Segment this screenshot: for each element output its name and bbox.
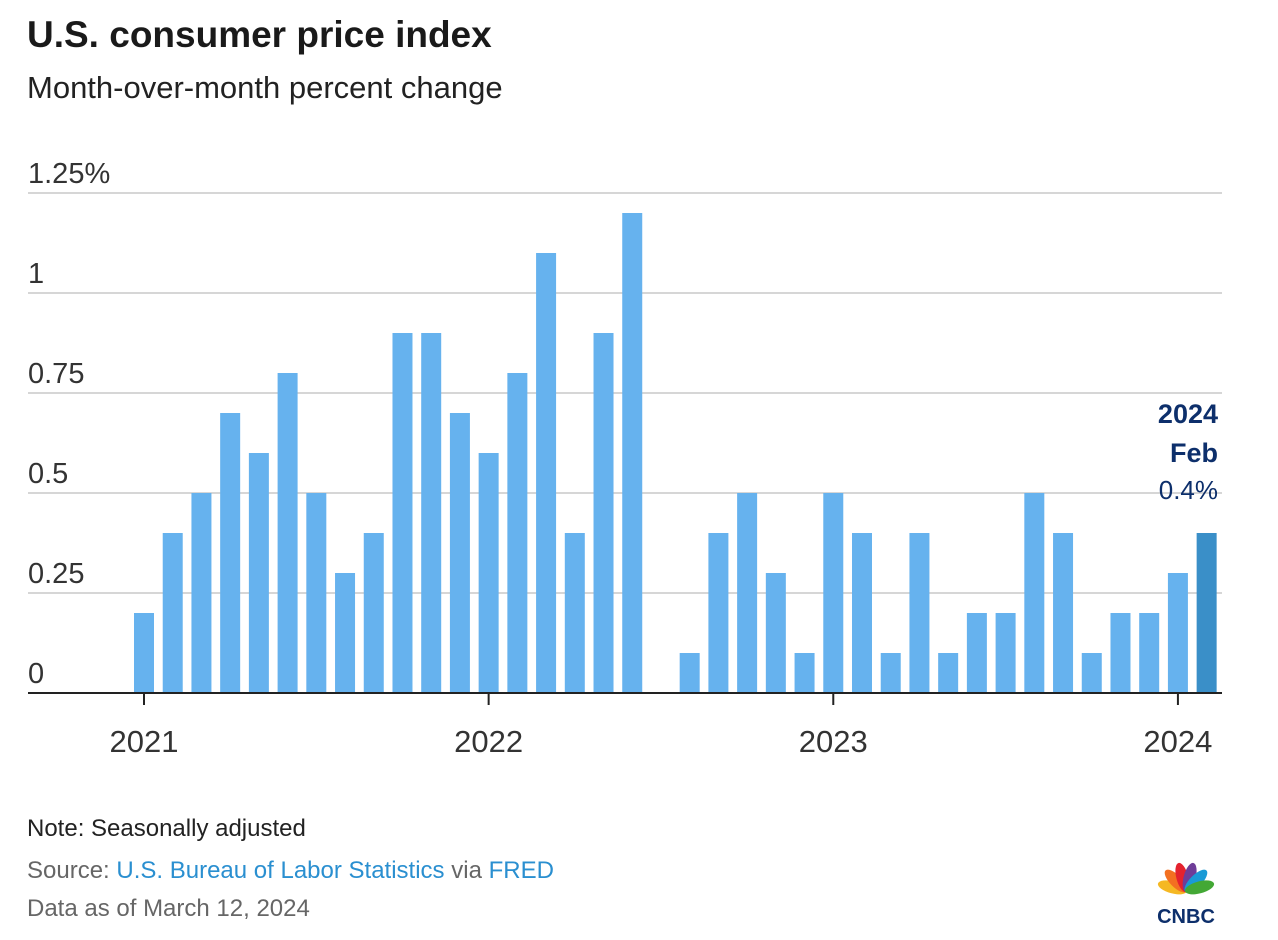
bar-2022-01 <box>478 453 499 693</box>
chart-subtitle: Month-over-month percent change <box>27 70 503 105</box>
bar-2022-08 <box>679 653 700 693</box>
bar-2024-02 <box>1196 533 1217 693</box>
data-as-of: Data as of March 12, 2024 <box>27 895 310 922</box>
bar-2023-01 <box>823 493 844 693</box>
y-tick-label: 0.5 <box>28 458 68 490</box>
bar-2021-10 <box>392 333 413 693</box>
bar-2021-02 <box>162 533 183 693</box>
bar-2021-07 <box>306 493 327 693</box>
y-tick-label: 1.25% <box>28 158 110 190</box>
y-tick-label: 0 <box>28 658 44 690</box>
annotation-value: 0.4% <box>1159 475 1218 505</box>
bar-2022-12 <box>794 653 815 693</box>
bar-2023-09 <box>1053 533 1074 693</box>
bar-2021-01 <box>134 613 154 693</box>
bar-2021-05 <box>248 453 269 693</box>
bar-2023-08 <box>1024 493 1045 693</box>
bar-2021-11 <box>421 333 442 693</box>
source-via: via <box>444 857 489 884</box>
bar-2021-03 <box>191 493 212 693</box>
cnbc-logo: CNBC <box>1157 862 1215 925</box>
x-tick-label: 2023 <box>799 724 868 759</box>
bar-2021-09 <box>363 533 384 693</box>
logo-text: CNBC <box>1157 906 1215 925</box>
y-tick-label: 1 <box>28 258 44 290</box>
source-prefix: Source: <box>27 857 117 884</box>
source-link-bls[interactable]: U.S. Bureau of Labor Statistics <box>116 857 445 884</box>
chart-title: U.S. consumer price index <box>27 14 492 55</box>
bar-2024-01 <box>1167 573 1188 693</box>
bar-2023-02 <box>852 533 872 693</box>
x-tick-label: 2024 <box>1143 724 1212 759</box>
bar-2023-12 <box>1139 613 1160 693</box>
x-tick-label: 2021 <box>110 724 179 759</box>
bar-2023-11 <box>1110 613 1131 693</box>
bar-2022-03 <box>536 253 557 693</box>
x-tick-label: 2022 <box>454 724 523 759</box>
bar-2023-05 <box>938 653 959 693</box>
bar-2022-06 <box>622 213 643 693</box>
bar-2021-08 <box>335 573 356 693</box>
bar-2022-04 <box>564 533 585 693</box>
bar-2022-11 <box>765 573 786 693</box>
bar-2023-07 <box>995 613 1016 693</box>
annotation-year: 2024 <box>1158 399 1218 429</box>
bar-2021-04 <box>220 413 241 693</box>
bar-2021-12 <box>449 413 470 693</box>
bar-2022-02 <box>507 373 528 693</box>
bar-2022-05 <box>593 333 614 693</box>
source-line: Source: U.S. Bureau of Labor Statistics … <box>27 857 554 885</box>
bar-2023-04 <box>909 533 930 693</box>
y-tick-label: 0.25 <box>28 558 84 590</box>
bar-chart: 0 0.25 0.5 0.75 1 1.25% 2021 2022 2023 2024 2024… <box>28 158 1222 759</box>
note: Note: Seasonally adjusted <box>27 815 306 842</box>
source-link-fred[interactable]: FRED <box>488 857 554 884</box>
bar-2023-10 <box>1081 653 1102 693</box>
bar-2023-03 <box>880 653 901 693</box>
bar-2022-10 <box>737 493 758 693</box>
y-tick-label: 0.75 <box>28 358 84 390</box>
bar-2022-09 <box>708 533 729 693</box>
bar-2021-06 <box>277 373 298 693</box>
annotation-month: Feb <box>1170 438 1218 468</box>
bar-2023-06 <box>966 613 987 693</box>
